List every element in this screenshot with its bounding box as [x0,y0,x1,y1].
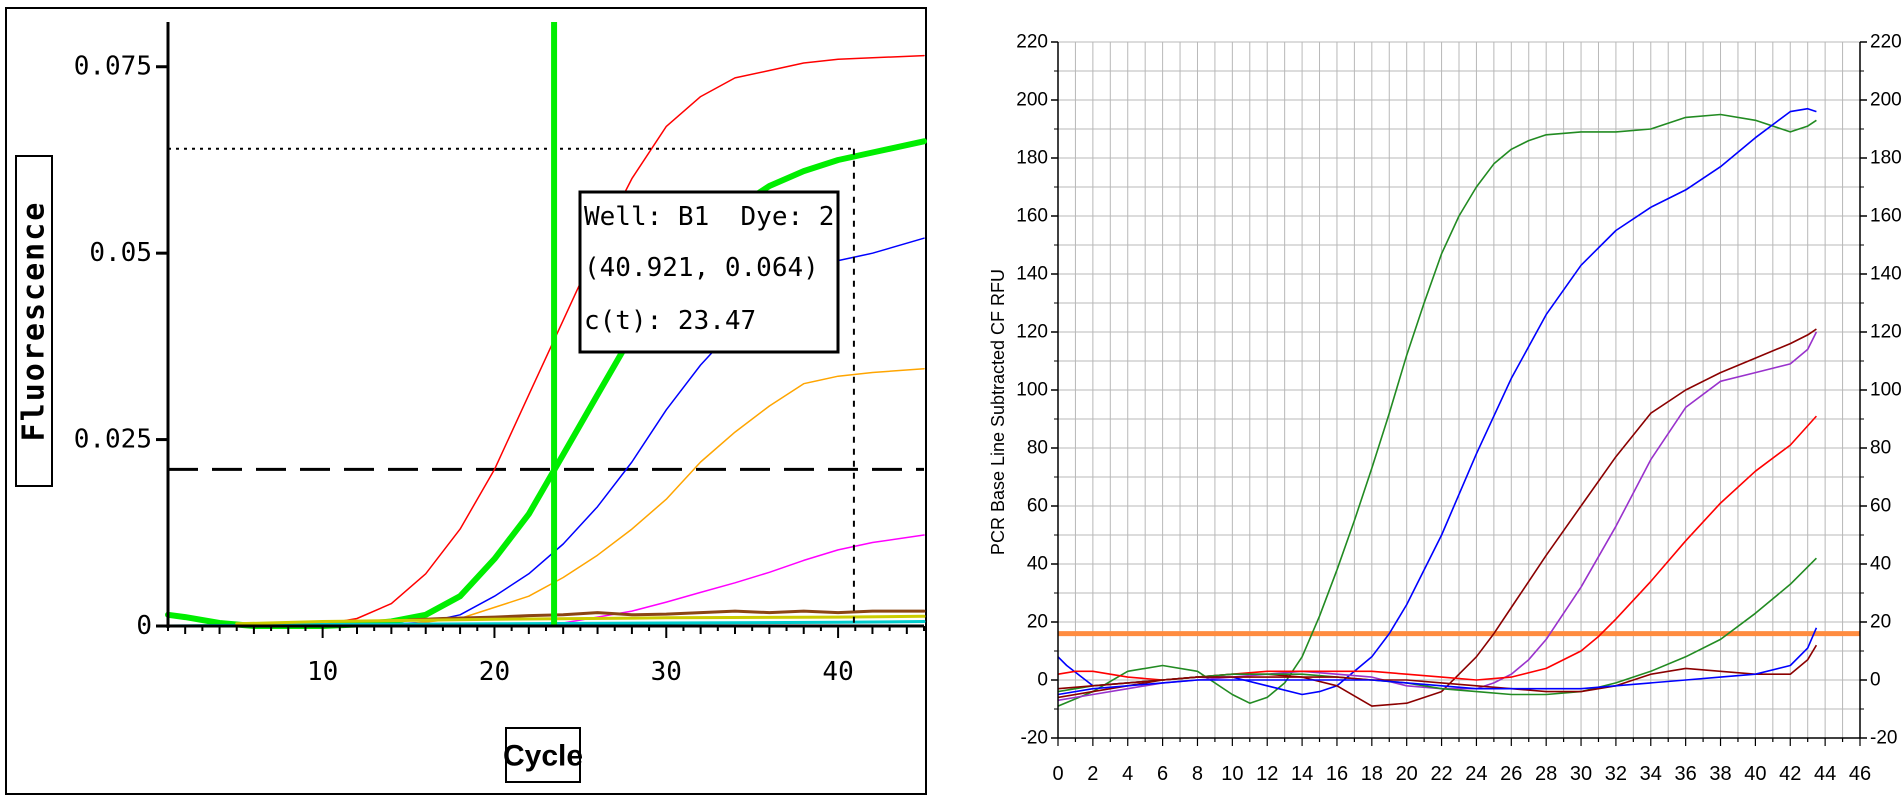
left-y-tick-label: 0.05 [89,238,152,268]
right-y-tick-label-right: 20 [1870,612,1891,633]
right-y-tick-label-right: 200 [1870,90,1902,111]
left-xlabel-box: Cycle [503,727,583,783]
right-x-tick-label: 8 [1192,763,1203,785]
left-ylabel: Fluorescence [17,201,52,442]
tooltip-line3: c(t): 23.47 [584,306,756,336]
left-xlabel: Cycle [503,740,583,773]
right-x-tick-label: 24 [1465,763,1487,785]
left-x-tick-label: 40 [822,657,853,687]
right-x-tick-label: 14 [1291,763,1313,785]
left-y-tick-label: 0 [136,611,152,641]
left-ylabel-box: Fluorescence [15,155,53,487]
right-series-line-7 [1057,644,1818,693]
right-y-tick-label-right: 180 [1870,148,1902,169]
right-x-tick-label: 18 [1361,763,1383,785]
right-x-tick-label: 22 [1430,763,1452,785]
right-y-tick-label-right: 100 [1870,380,1902,401]
right-y-tick-label-left: 40 [1027,554,1048,575]
right-x-tick-label: 36 [1675,763,1697,785]
right-y-tick-label-left: 140 [1016,264,1048,285]
left-chart-frame [5,7,927,795]
tooltip-line1: Well: B1 Dye: 2 [584,202,834,232]
left-y-tick-label: 0.025 [74,425,152,455]
right-x-tick-label: 20 [1396,763,1418,785]
right-y-tick-label-right: 80 [1870,438,1891,459]
right-y-tick-label-right: 140 [1870,264,1902,285]
ct-tooltip: Well: B1 Dye: 2 (40.921, 0.064) c(t): 23… [578,190,840,354]
right-y-tick-label-right: 40 [1870,554,1891,575]
right-y-tick-label-left: 120 [1016,322,1048,343]
right-series-group [1057,107,1818,707]
left-x-tick-label: 20 [479,657,510,687]
right-series-line-1 [1057,113,1817,707]
right-x-tick-label: 6 [1157,763,1168,785]
right-x-tick-label: 28 [1535,763,1557,785]
right-ylabel: PCR Base Line Subtracted CF RFU [988,269,1008,555]
right-x-tick-label: 12 [1256,763,1278,785]
right-y-tick-label-left: 80 [1027,438,1048,459]
right-x-tick-label: 40 [1744,763,1766,785]
right-y-tick-label-right: 120 [1870,322,1902,343]
left-x-tick-label: 10 [307,657,338,687]
left-x-tick-label: 30 [651,657,682,687]
right-series-line-8 [1057,627,1818,696]
right-y-tick-label-left: 0 [1037,670,1048,691]
left-series-line-8 [235,614,926,626]
right-x-tick-label: 2 [1087,763,1098,785]
right-x-tick-label: 46 [1849,763,1871,785]
right-y-tick-label-left: 60 [1027,496,1048,517]
right-y-tick-label-left: 180 [1016,148,1048,169]
right-y-tick-label-left: 200 [1016,90,1048,111]
right-x-tick-label: 26 [1500,763,1522,785]
right-y-tick-label-right: 160 [1870,206,1902,227]
right-x-tick-label: 4 [1122,763,1133,785]
tooltip-line2: (40.921, 0.064) [584,253,819,283]
right-x-tick-label: 30 [1570,763,1592,785]
right-x-tick-label: 10 [1221,763,1243,785]
right-x-tick-label: 16 [1326,763,1348,785]
right-x-tick-label: 38 [1709,763,1731,785]
right-x-tick-label: 42 [1779,763,1801,785]
right-y-tick-label-left: 160 [1016,206,1048,227]
right-y-tick-label-left: 220 [1016,32,1048,53]
right-y-tick-label-right: -20 [1870,728,1897,749]
right-y-tick-label-right: 220 [1870,32,1902,53]
right-x-tick-label: 44 [1814,763,1836,785]
right-x-tick-label: 32 [1605,763,1627,785]
left-y-tick-label: 0.075 [74,52,152,82]
left-series-line-6 [407,609,926,622]
right-y-tick-label-left: 100 [1016,380,1048,401]
right-y-tick-label-right: 60 [1870,496,1891,517]
right-y-tick-label-right: 0 [1870,670,1881,691]
right-x-tick-label: 0 [1052,763,1063,785]
left-chart: 0 0.025 0.05 0.075 10 20 30 40 Fluorescence Cyc… [5,7,927,795]
right-x-tick-label: 34 [1640,763,1662,785]
right-y-tick-label-left: 20 [1027,612,1048,633]
right-y-tick-label-left: -20 [1021,728,1048,749]
